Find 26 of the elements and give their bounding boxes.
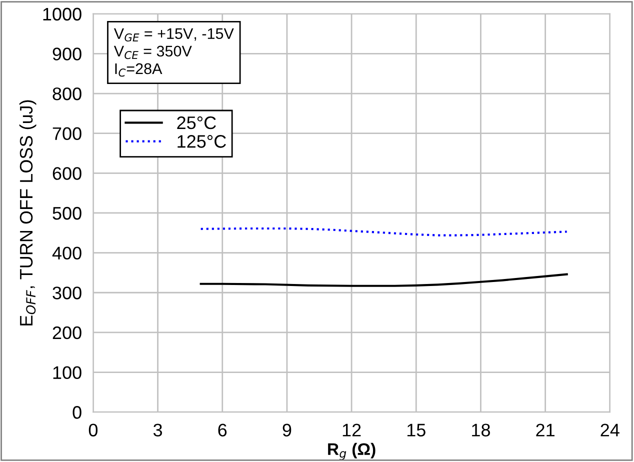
y-tick-label: 400 bbox=[52, 246, 82, 260]
x-tick-label: 18 bbox=[472, 424, 490, 436]
x-tick-label: 24 bbox=[600, 424, 620, 436]
y-tick-label: 300 bbox=[52, 286, 82, 300]
x-tick-label: 0 bbox=[88, 424, 98, 436]
y-tick-label: 500 bbox=[52, 206, 82, 220]
y-tick-label: 200 bbox=[52, 326, 82, 340]
y-tick-label: 1000 bbox=[43, 8, 82, 21]
y-tick-label: 0 bbox=[72, 406, 82, 419]
x-tick-label: 3 bbox=[153, 424, 162, 436]
x-tick-label: 12 bbox=[342, 424, 361, 436]
y-tick-label: 800 bbox=[52, 87, 82, 100]
legend-label: 25°C bbox=[177, 116, 216, 130]
x-tick-label: 15 bbox=[407, 424, 426, 436]
x-tick-label: 21 bbox=[536, 424, 554, 436]
legend-label: 125°C bbox=[178, 135, 226, 148]
y-tick-label: 900 bbox=[52, 48, 82, 60]
y-tick-label: 100 bbox=[53, 366, 82, 379]
line-series bbox=[200, 273, 568, 287]
y-axis-title: E$_{OFF}$, TURN OFF LOSS (uJ) bbox=[19, 100, 36, 326]
x-tick-label: 9 bbox=[282, 424, 292, 436]
y-tick-label: 600 bbox=[52, 167, 82, 180]
y-tick-label: 700 bbox=[52, 127, 82, 140]
x-tick-label: 6 bbox=[218, 424, 227, 436]
line-series bbox=[200, 227, 568, 236]
text: V$_{GE}$ = +15V, -15V V$_{CE}$ = 350V I$_{C}$=28A bbox=[114, 28, 234, 77]
